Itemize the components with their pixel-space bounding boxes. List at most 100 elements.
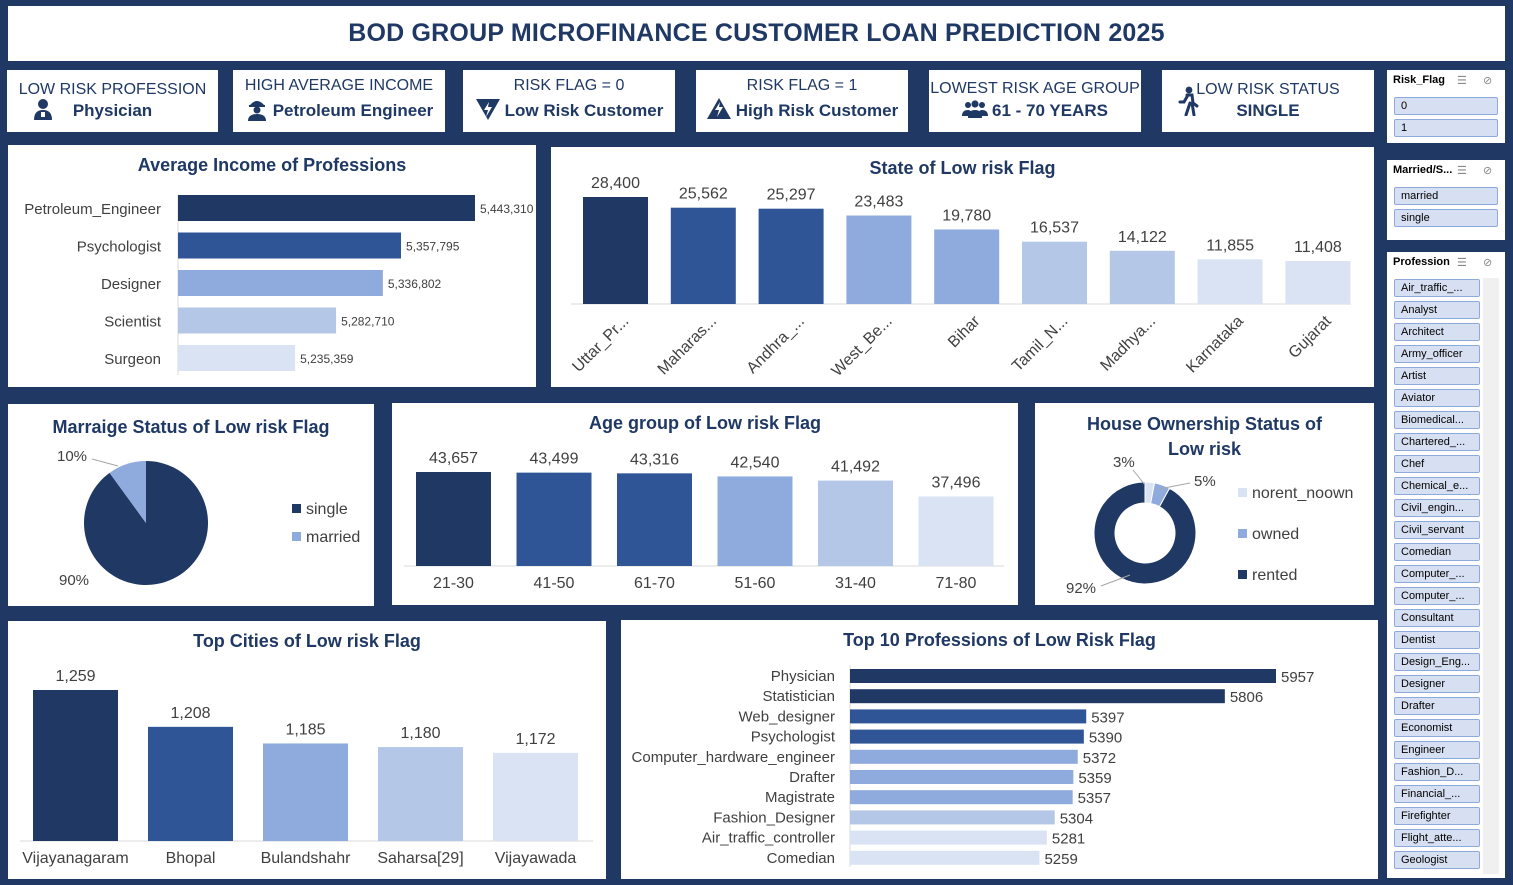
bar [148, 726, 233, 841]
slicer-item[interactable]: Designer [1394, 675, 1480, 693]
slicer-item[interactable]: Air_traffic_... [1394, 279, 1480, 297]
marriage-pie-chart: 10% 90% single married [57, 448, 360, 589]
slicer-item[interactable]: Flight_atte... [1394, 829, 1480, 847]
legend-swatch [1238, 570, 1247, 579]
slicer-item[interactable]: Architect [1394, 323, 1480, 341]
kpi-label: RISK FLAG = 0 [513, 76, 625, 94]
slicer-item[interactable]: single [1394, 209, 1498, 227]
data-label: 5806 [1230, 689, 1263, 706]
slicer-item[interactable]: Artist [1394, 367, 1480, 385]
professions-bar-chart: Physician 5957 Statistician 5806 Web_designe… [632, 665, 1314, 868]
slicer-title: Married/S... [1393, 164, 1453, 176]
data-label: 43,316 [630, 451, 679, 468]
slicer-item[interactable]: Computer_... [1394, 565, 1480, 583]
panel-state: State of Low risk Flag 28,400 Uttar_Pr...… [551, 147, 1374, 387]
category-label: 41-50 [534, 575, 575, 592]
category-label: Uttar_Pr... [569, 313, 632, 376]
slicer-profession: Profession ☰ ⊘ Air_traffic_... Analyst Arc… [1387, 252, 1505, 878]
slicer-item[interactable]: Fashion_D... [1394, 763, 1480, 781]
data-label: 14,122 [1118, 229, 1167, 246]
data-label: 25,562 [679, 186, 728, 203]
panel-marriage: Marraige Status of Low risk Flag 10% 90% s… [8, 404, 374, 606]
dashboard-title-bar: BOD GROUP MICROFINANCE CUSTOMER LOAN PRE… [8, 6, 1505, 61]
data-label: 11,855 [1206, 237, 1254, 254]
clear-filter-icon[interactable]: ⊘ [1483, 257, 1493, 269]
data-label: 28,400 [591, 175, 640, 192]
slicer-scrollbar[interactable] [1483, 278, 1499, 874]
slicer-item[interactable]: Geologist [1394, 851, 1480, 869]
slicer-item[interactable]: Analyst [1394, 301, 1480, 319]
clear-filter-icon[interactable]: ⊘ [1483, 75, 1493, 87]
slicer-item[interactable]: Comedian [1394, 543, 1480, 561]
panel-house-ownership: House Ownership Status of Low risk 3% 5% 9… [1035, 403, 1374, 605]
slicer-item[interactable]: 0 [1394, 97, 1498, 115]
multi-select-icon[interactable]: ☰ [1457, 165, 1467, 177]
data-label: 5% [1194, 473, 1216, 490]
bar [850, 830, 1047, 845]
kpi-low-risk-status: LOW RISK STATUS SINGLE [1162, 70, 1374, 132]
bar [378, 747, 463, 841]
age-bar-chart: 43,657 21-30 43,499 41-50 43,316 61-70 42,540 5… [404, 450, 1004, 592]
kpi-risk-flag-0: RISK FLAG = 0 Low Risk Customer [463, 70, 675, 132]
data-label: 92% [1066, 580, 1096, 597]
data-label: 41,492 [831, 459, 880, 476]
slicer-title: Risk_Flag [1393, 74, 1445, 86]
slicer-item[interactable]: Financial_... [1394, 785, 1480, 803]
data-label: 1,185 [285, 721, 325, 738]
data-label: 37,496 [932, 474, 981, 491]
chart-title: Age group of Low risk Flag [588, 413, 821, 433]
kpi-value: 61 - 70 YEARS [992, 101, 1108, 120]
slicer-item[interactable]: married [1394, 187, 1498, 205]
bar [850, 709, 1087, 724]
leader-line [1132, 469, 1146, 486]
slicer-item[interactable]: Civil_engin... [1394, 499, 1480, 517]
data-label: 25,297 [767, 187, 816, 204]
cities-bar-chart: 1,259 Vijayanagaram 1,208 Bhopal 1,185 Buland… [20, 668, 593, 867]
bar [493, 752, 578, 841]
slicer-item[interactable]: Civil_servant [1394, 521, 1480, 539]
slicer-item[interactable]: 1 [1394, 119, 1498, 137]
category-label: Physician [771, 668, 835, 685]
slicer-item[interactable]: Firefighter [1394, 807, 1480, 825]
slicer-item[interactable]: Chartered_... [1394, 433, 1480, 451]
kpi-lowest-risk-age-group: LOWEST RISK AGE GROUP 61 - 70 YEARS [929, 70, 1141, 132]
panel-top-professions: Top 10 Professions of Low Risk Flag Phys… [621, 620, 1378, 879]
slicer-item[interactable]: Design_Eng... [1394, 653, 1480, 671]
slicer-item[interactable]: Dentist [1394, 631, 1480, 649]
slicer-item[interactable]: Computer_... [1394, 587, 1480, 605]
slicer-item[interactable]: Chef [1394, 455, 1480, 473]
slicer-item[interactable]: Engineer [1394, 741, 1480, 759]
kpi-high-average-income: HIGH AVERAGE INCOME Petroleum Engineer [233, 70, 445, 132]
clear-filter-icon[interactable]: ⊘ [1483, 165, 1493, 177]
data-label: 23,483 [854, 194, 903, 211]
slicer-item[interactable]: Chemical_e... [1394, 477, 1480, 495]
bar [516, 472, 592, 566]
slicer-item[interactable]: Army_officer [1394, 345, 1480, 363]
data-label: 19,780 [942, 207, 991, 224]
data-label: 5957 [1281, 669, 1314, 686]
slicer-item[interactable]: Economist [1394, 719, 1480, 737]
data-label: 1,208 [170, 705, 210, 722]
slicer-item[interactable]: Consultant [1394, 609, 1480, 627]
slicer-item[interactable]: Aviator [1394, 389, 1480, 407]
data-label: 5259 [1044, 851, 1077, 868]
legend-label: rented [1252, 567, 1297, 584]
data-label: 5,282,710 [341, 315, 395, 329]
category-label: Vijayanagaram [22, 850, 128, 867]
data-label: 90% [59, 572, 89, 589]
multi-select-icon[interactable]: ☰ [1457, 257, 1467, 269]
slicer-item[interactable]: Drafter [1394, 697, 1480, 715]
bar [818, 480, 893, 566]
bar [178, 345, 296, 371]
category-label: Comedian [767, 850, 835, 867]
slicer-item[interactable]: Biomedical... [1394, 411, 1480, 429]
multi-select-icon[interactable]: ☰ [1457, 75, 1467, 87]
bar [178, 307, 337, 334]
bar [934, 229, 1000, 304]
engineer-icon [245, 97, 269, 126]
leader-line [1100, 574, 1131, 587]
slicer-risk-flag: Risk_Flag ☰ ⊘ 0 1 [1387, 70, 1505, 143]
category-label: Computer_hardware_engineer [632, 749, 835, 766]
bar [1285, 261, 1351, 304]
category-label: Psychologist [77, 239, 162, 256]
